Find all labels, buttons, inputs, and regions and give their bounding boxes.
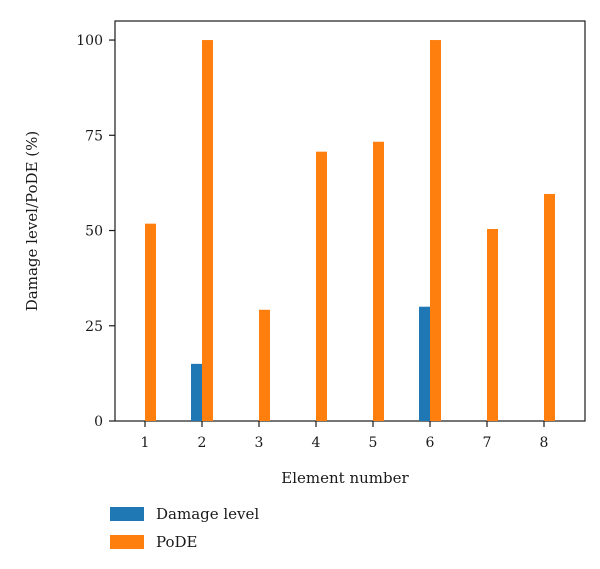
bar-pode [544, 193, 555, 421]
plot-frame [114, 20, 586, 422]
legend-label-pode: PoDE [156, 533, 198, 551]
bar-pode [430, 40, 441, 422]
x-axis-title: Element number [281, 469, 409, 487]
bar-damage-level [419, 306, 430, 421]
x-tick-label: 3 [255, 435, 264, 451]
y-tick-label: 50 [85, 224, 103, 240]
bar-pode [316, 151, 327, 421]
x-tick-label: 7 [483, 435, 492, 451]
bar-pode [373, 141, 384, 421]
bar-pode [145, 223, 156, 421]
legend-swatch-pode [110, 535, 144, 549]
x-tick-label: 4 [312, 435, 321, 451]
y-tick-label: 25 [85, 319, 103, 335]
legend-swatch-damage-level [110, 507, 144, 521]
legend-item-damage-level: Damage level [110, 500, 259, 528]
y-tick-label: 0 [94, 414, 103, 430]
y-axis-ticks: 0 25 50 75 100 [76, 33, 115, 430]
bar-chart: 0 25 50 75 100 1 2 3 4 5 6 7 8 Element number Damag… [23, 20, 586, 487]
y-tick-label: 100 [76, 33, 103, 49]
x-tick-label: 5 [369, 435, 378, 451]
x-tick-label: 6 [426, 435, 435, 451]
legend-item-pode: PoDE [110, 528, 259, 556]
x-tick-label: 2 [198, 435, 207, 451]
x-tick-label: 1 [141, 435, 150, 451]
y-axis-title: Damage level/PoDE (%) [23, 131, 41, 311]
bar-pode [487, 229, 498, 421]
bars [145, 40, 555, 422]
x-axis-ticks: 1 2 3 4 5 6 7 8 [141, 421, 549, 451]
legend-label-damage-level: Damage level [156, 505, 260, 523]
y-tick-label: 75 [85, 128, 103, 144]
bar-pode [202, 40, 213, 422]
bar-pode [259, 309, 270, 421]
bar-damage-level [191, 363, 202, 421]
legend: Damage level PoDE [110, 500, 259, 556]
x-tick-label: 8 [540, 435, 549, 451]
